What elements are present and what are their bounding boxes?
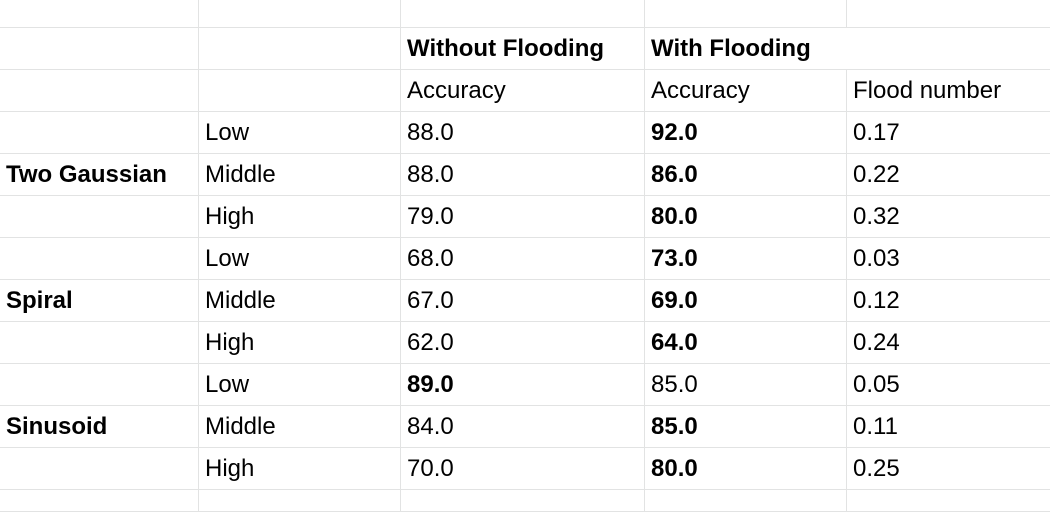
level-cell[interactable]: High <box>199 448 401 490</box>
accuracy-with-cell[interactable]: 85.0 <box>645 406 847 448</box>
accuracy-with-cell[interactable]: 64.0 <box>645 322 847 364</box>
accuracy-with-cell[interactable]: 80.0 <box>645 448 847 490</box>
subheader-flood-number[interactable]: Flood number <box>847 70 1050 112</box>
empty-cell[interactable] <box>0 28 199 70</box>
empty-cell[interactable] <box>0 238 199 280</box>
empty-cell[interactable] <box>0 112 199 154</box>
empty-cell[interactable] <box>401 0 645 28</box>
accuracy-without-cell[interactable]: 88.0 <box>401 112 645 154</box>
accuracy-without-cell[interactable]: 67.0 <box>401 280 645 322</box>
accuracy-with-cell[interactable]: 80.0 <box>645 196 847 238</box>
level-cell[interactable]: Low <box>199 364 401 406</box>
accuracy-without-cell[interactable]: 62.0 <box>401 322 645 364</box>
level-cell[interactable]: High <box>199 322 401 364</box>
level-cell[interactable]: Low <box>199 238 401 280</box>
accuracy-without-cell[interactable]: 88.0 <box>401 154 645 196</box>
dataset-label[interactable]: Two Gaussian <box>0 154 199 196</box>
accuracy-without-cell[interactable]: 84.0 <box>401 406 645 448</box>
empty-cell[interactable] <box>0 364 199 406</box>
level-cell[interactable]: High <box>199 196 401 238</box>
subheader-accuracy-with[interactable]: Accuracy <box>645 70 847 112</box>
empty-cell[interactable] <box>847 490 1050 512</box>
accuracy-without-cell[interactable]: 79.0 <box>401 196 645 238</box>
accuracy-without-cell[interactable]: 89.0 <box>401 364 645 406</box>
empty-cell[interactable] <box>645 0 847 28</box>
flood-number-cell[interactable]: 0.11 <box>847 406 1050 448</box>
empty-cell[interactable] <box>199 70 401 112</box>
accuracy-with-cell[interactable]: 86.0 <box>645 154 847 196</box>
empty-cell[interactable] <box>199 490 401 512</box>
empty-cell[interactable] <box>0 0 199 28</box>
empty-cell[interactable] <box>401 490 645 512</box>
level-cell[interactable]: Middle <box>199 154 401 196</box>
dataset-label[interactable]: Sinusoid <box>0 406 199 448</box>
empty-cell[interactable] <box>0 322 199 364</box>
empty-cell[interactable] <box>199 0 401 28</box>
flood-number-cell[interactable]: 0.17 <box>847 112 1050 154</box>
empty-cell[interactable] <box>847 0 1050 28</box>
flood-number-cell[interactable]: 0.12 <box>847 280 1050 322</box>
flood-number-cell[interactable]: 0.05 <box>847 364 1050 406</box>
flood-number-cell[interactable]: 0.24 <box>847 322 1050 364</box>
flood-number-cell[interactable]: 0.22 <box>847 154 1050 196</box>
accuracy-with-cell[interactable]: 92.0 <box>645 112 847 154</box>
header-with-flooding[interactable]: With Flooding <box>645 28 1050 70</box>
empty-cell[interactable] <box>199 28 401 70</box>
empty-cell[interactable] <box>0 70 199 112</box>
accuracy-with-cell[interactable]: 69.0 <box>645 280 847 322</box>
empty-cell[interactable] <box>0 448 199 490</box>
level-cell[interactable]: Low <box>199 112 401 154</box>
accuracy-with-cell[interactable]: 85.0 <box>645 364 847 406</box>
dataset-label[interactable]: Spiral <box>0 280 199 322</box>
empty-cell[interactable] <box>0 196 199 238</box>
flood-number-cell[interactable]: 0.32 <box>847 196 1050 238</box>
accuracy-without-cell[interactable]: 70.0 <box>401 448 645 490</box>
subheader-accuracy-without[interactable]: Accuracy <box>401 70 645 112</box>
empty-cell[interactable] <box>0 490 199 512</box>
level-cell[interactable]: Middle <box>199 280 401 322</box>
level-cell[interactable]: Middle <box>199 406 401 448</box>
accuracy-with-cell[interactable]: 73.0 <box>645 238 847 280</box>
accuracy-without-cell[interactable]: 68.0 <box>401 238 645 280</box>
flood-number-cell[interactable]: 0.03 <box>847 238 1050 280</box>
header-without-flooding[interactable]: Without Flooding <box>401 28 645 70</box>
flood-number-cell[interactable]: 0.25 <box>847 448 1050 490</box>
empty-cell[interactable] <box>645 490 847 512</box>
